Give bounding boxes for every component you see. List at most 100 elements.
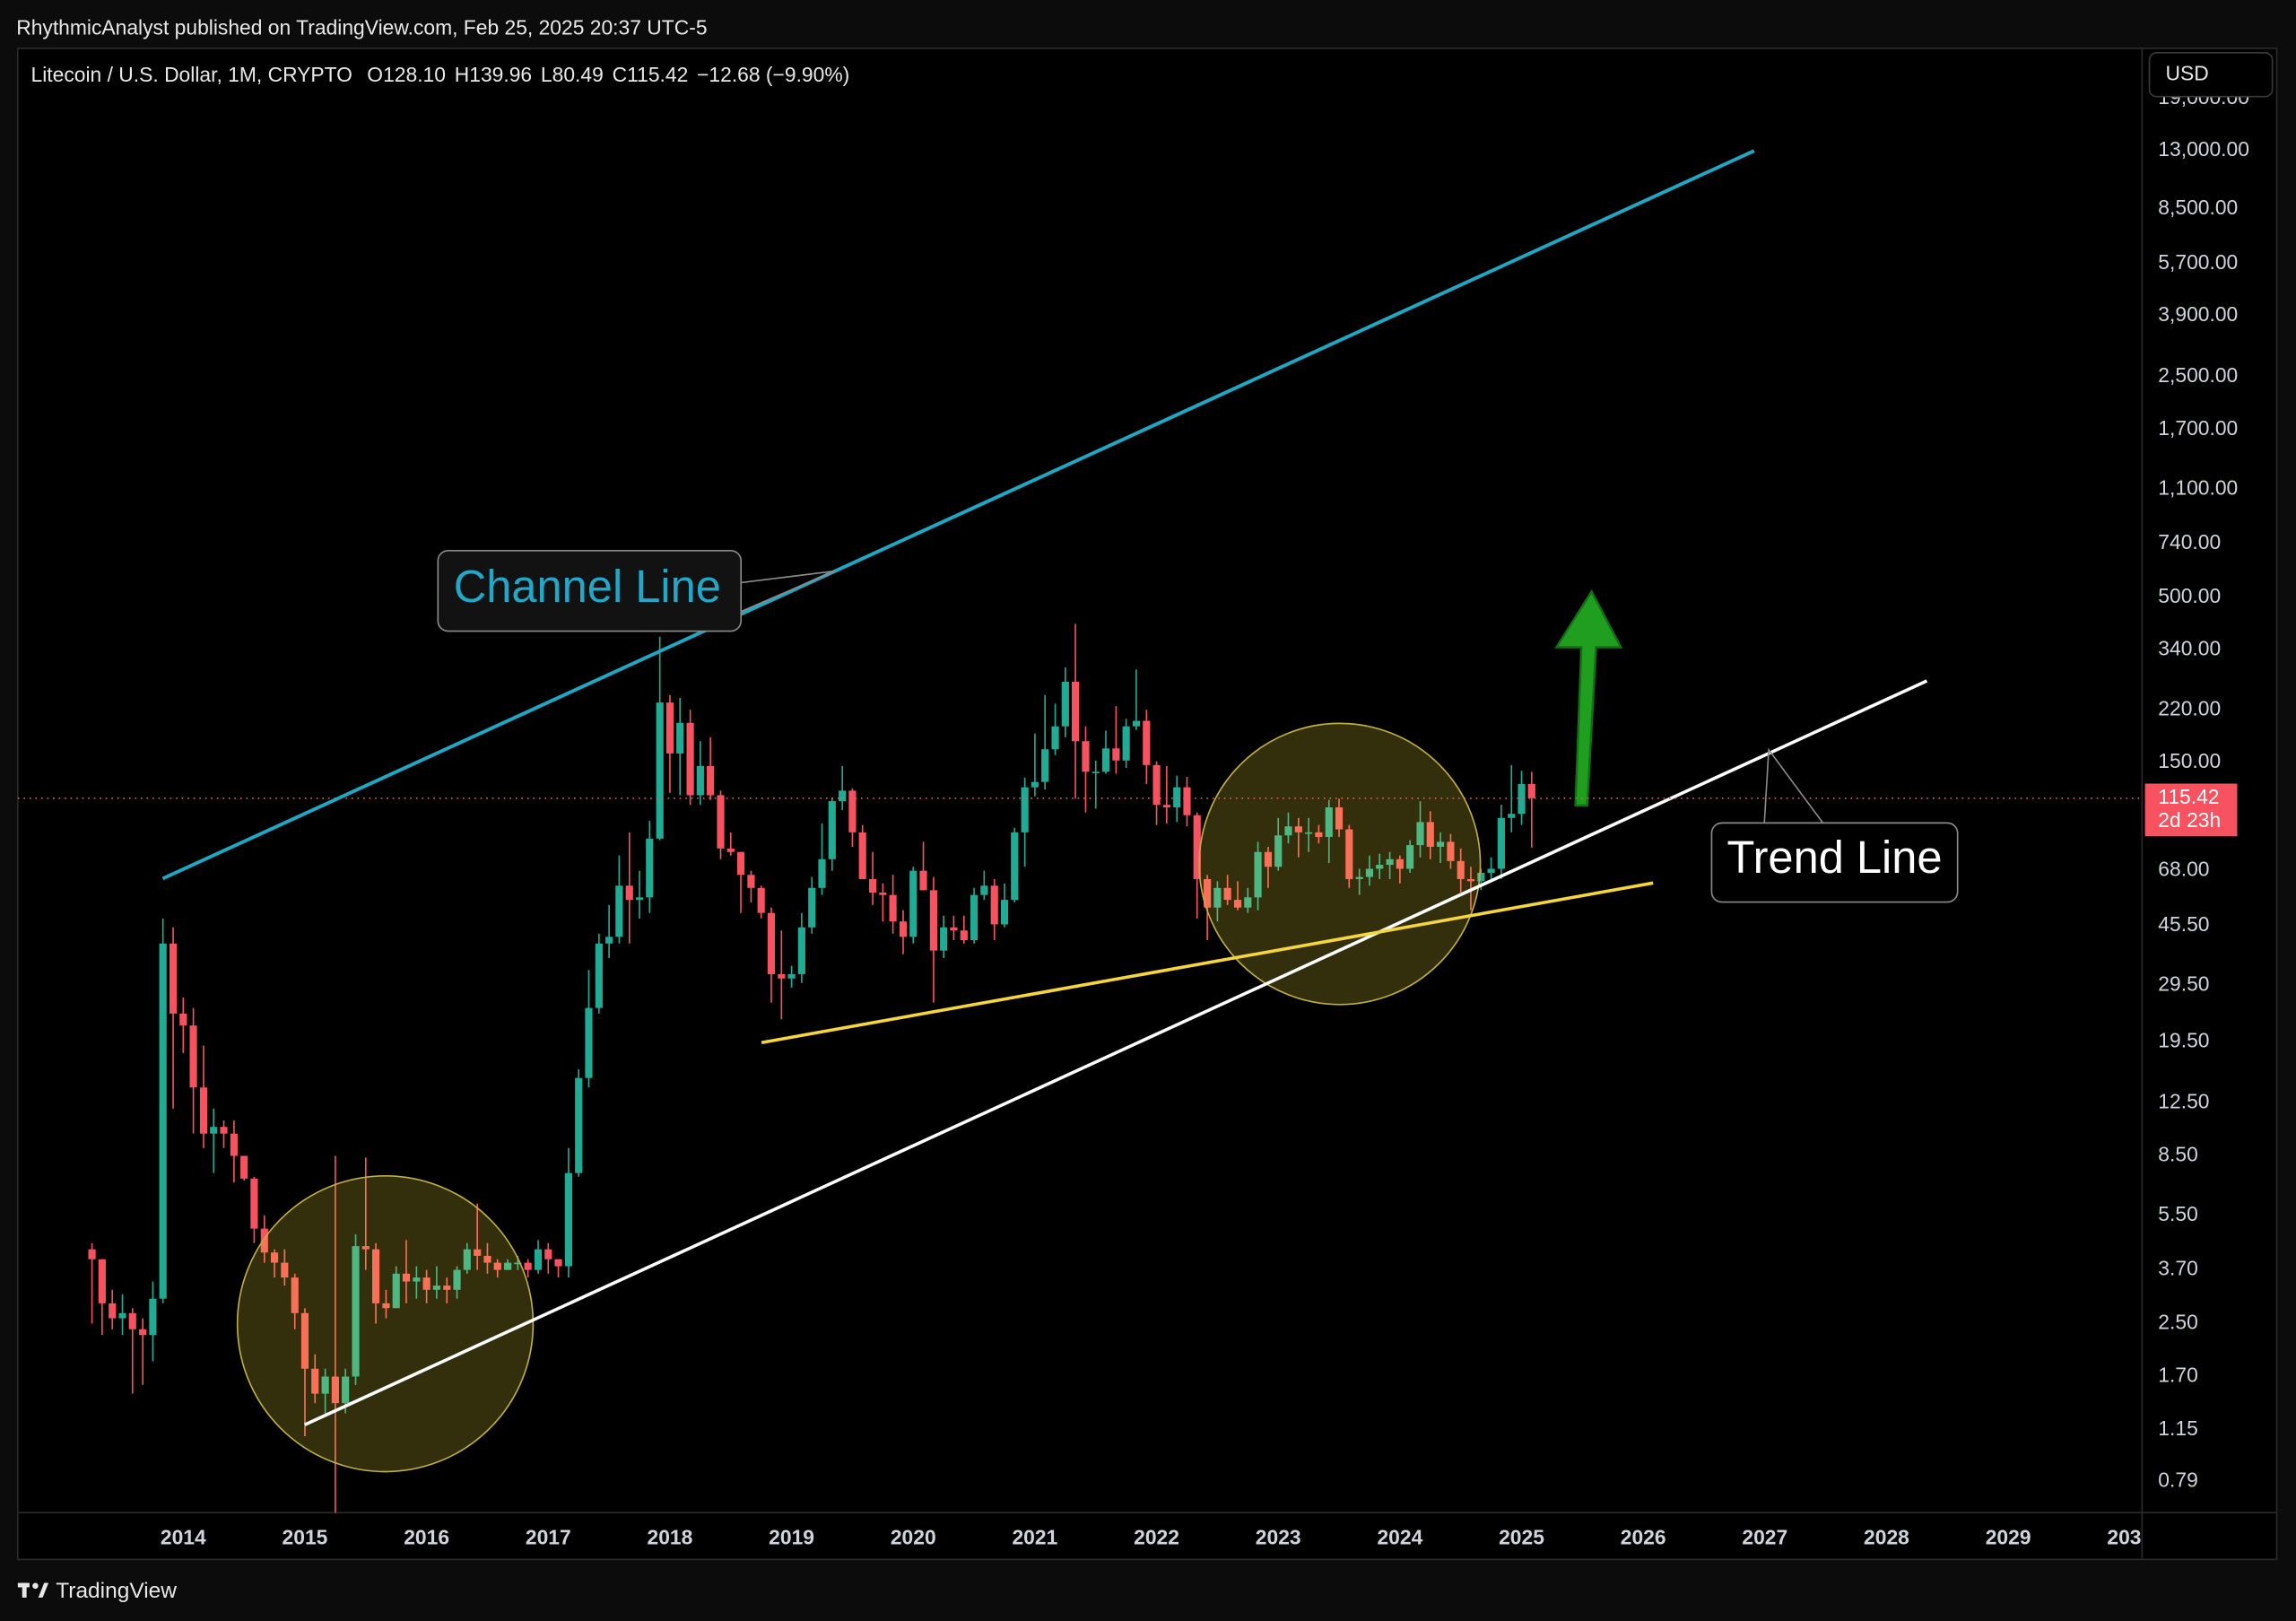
candle-body: [848, 790, 857, 832]
candle-body: [625, 885, 633, 901]
candle-body: [787, 973, 796, 979]
candle-body: [300, 1312, 309, 1369]
y-tick-label: 29.50: [2158, 972, 2209, 995]
candle-body: [1294, 826, 1302, 832]
y-tick-label: 0.79: [2158, 1468, 2197, 1492]
x-tick-label: 2017: [526, 1526, 571, 1549]
candle-body: [1132, 720, 1140, 727]
candle-body: [1335, 806, 1344, 830]
y-tick-label: 45.50: [2158, 912, 2209, 936]
candle-body: [747, 875, 755, 888]
y-tick-label: 68.00: [2158, 858, 2209, 881]
y-tick-label: 150.00: [2158, 749, 2221, 772]
candle-body: [1274, 835, 1283, 867]
ohlc-change: −12.68 (−9.90%): [697, 63, 849, 86]
x-tick-label: 2021: [1012, 1526, 1057, 1549]
candle-body: [1244, 897, 1252, 908]
drawings: Channel Line Trend Line: [161, 149, 1959, 1473]
logo-part: [38, 1582, 49, 1598]
candle-body: [919, 870, 927, 891]
candle-body: [696, 765, 704, 796]
x-tick-label: 2030: [2107, 1526, 2152, 1549]
candle-body: [1345, 829, 1353, 879]
publisher-line: RhythmicAnalyst published on TradingView…: [16, 16, 707, 39]
candle-body: [1071, 681, 1080, 742]
candle-body: [544, 1249, 552, 1259]
y-tick-label: 1,700.00: [2158, 416, 2238, 440]
candle-body: [960, 930, 968, 941]
bar-countdown: 2d 23h: [2158, 808, 2221, 832]
x-tick-label: 2023: [1256, 1526, 1301, 1549]
candle-body: [1000, 900, 1009, 925]
candle-body: [767, 912, 776, 974]
candle-body: [797, 927, 805, 974]
candle-body: [778, 973, 786, 979]
candle-body: [1508, 814, 1516, 818]
candle-body: [352, 1246, 360, 1377]
candle-body: [453, 1269, 461, 1290]
candle-body: [98, 1259, 106, 1303]
ohlc-value: 80.49: [552, 63, 604, 86]
currency-label[interactable]: USD: [2165, 61, 2208, 84]
ohlc-key: L: [541, 63, 552, 86]
highlight-circle: [1198, 722, 1482, 1006]
candle-body: [1264, 851, 1273, 867]
candle-body: [1051, 726, 1059, 750]
candle-body: [443, 1285, 451, 1290]
candle-body: [707, 765, 715, 796]
candle-body: [980, 885, 988, 895]
y-tick-label: 500.00: [2158, 584, 2221, 607]
x-tick-label: 2026: [1621, 1526, 1666, 1549]
candle-body: [757, 887, 765, 913]
candle-body: [422, 1277, 430, 1290]
y-tick-label: 8,500.00: [2158, 196, 2238, 219]
candle-body: [970, 894, 978, 941]
candle-body: [646, 838, 654, 898]
ohlc-value: 139.96: [469, 63, 532, 86]
candle-body: [575, 1077, 583, 1173]
time-axis: 2014 2015 2016 2017 2018 2019 2020 2021 2022 2023…: [161, 1526, 2152, 1549]
candle-body: [1061, 681, 1069, 727]
y-tick-label: 2,500.00: [2158, 363, 2238, 387]
ohlc-key: H: [455, 63, 470, 86]
callout-pointer: [739, 570, 836, 614]
logo-part: [22, 1582, 27, 1598]
candle-body: [1254, 851, 1262, 898]
candle-body: [585, 1007, 593, 1078]
candle-body: [179, 1013, 187, 1026]
x-tick-label: 2014: [161, 1526, 206, 1549]
candle-body: [1101, 748, 1110, 772]
candle-body: [1143, 720, 1151, 765]
trend-line: [304, 679, 1928, 1426]
candle-body: [990, 885, 998, 925]
candle-body: [1193, 815, 1201, 879]
candle-body: [128, 1312, 136, 1329]
candle-body: [1162, 805, 1170, 807]
y-tick-label: 340.00: [2158, 637, 2221, 660]
candle-body: [1487, 868, 1495, 873]
candle-body: [1284, 826, 1292, 836]
channel-line: [161, 149, 1755, 881]
y-tick-label: 220.00: [2158, 696, 2221, 719]
candle-body: [463, 1249, 471, 1270]
x-tick-label: 2029: [1986, 1526, 2031, 1549]
callout-label: Channel Line: [454, 561, 721, 612]
y-tick-label: 1.15: [2158, 1416, 2197, 1440]
candles: [88, 623, 1535, 1513]
candle-body: [828, 801, 836, 859]
currency-button[interactable]: [2148, 51, 2274, 98]
candle-body: [1183, 787, 1191, 815]
candle-body: [1457, 860, 1465, 879]
ohlc-key: O: [367, 63, 383, 86]
candle-body: [1233, 900, 1242, 908]
candle-body: [199, 1087, 208, 1134]
candle-body: [686, 722, 694, 796]
callout-label: Trend Line: [1727, 832, 1943, 883]
ohlc-value: 128.10: [383, 63, 446, 86]
y-tick-label: 3.70: [2158, 1257, 2197, 1280]
candle-body: [504, 1262, 512, 1270]
x-tick-label: 2020: [891, 1526, 936, 1549]
candle-body: [1497, 817, 1505, 869]
footer-logo: [17, 1582, 49, 1598]
candle-body: [868, 878, 877, 893]
